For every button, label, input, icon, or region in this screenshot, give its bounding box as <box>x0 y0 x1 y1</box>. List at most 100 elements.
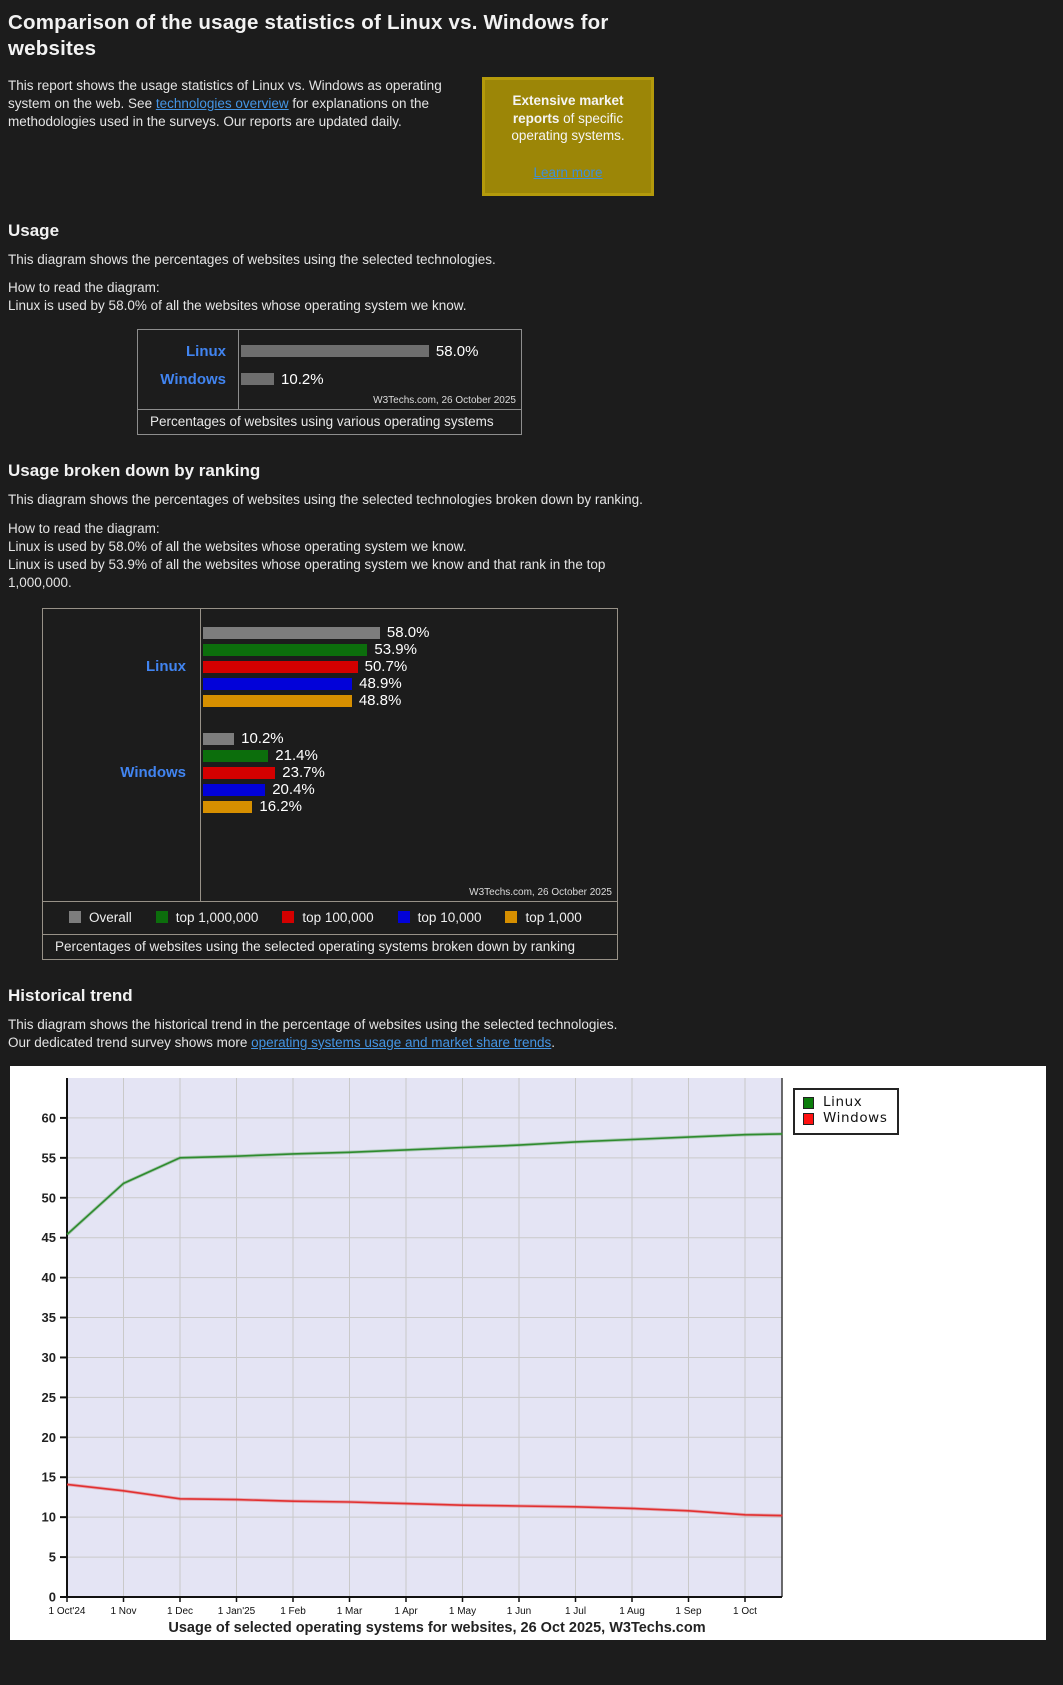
trend-survey-link[interactable]: operating systems usage and market share… <box>251 1034 552 1050</box>
svg-text:1 Oct'24: 1 Oct'24 <box>49 1606 86 1617</box>
bar <box>203 766 276 779</box>
legend-item: top 10,000 <box>397 909 482 925</box>
how-label: How to read the diagram: <box>8 280 160 296</box>
bar-value-label: 58.0% <box>435 342 479 360</box>
linux-swatch <box>803 1096 814 1109</box>
usage-chart-rows: Linux 58.0% Windows 10.2% <box>138 337 521 393</box>
bar-row: 48.8% <box>200 692 429 710</box>
bar-value-label: 16.2% <box>259 798 302 816</box>
legend-item: top 1,000 <box>505 910 582 925</box>
bar-value-label: 48.9% <box>359 675 402 693</box>
trend-heading: Historical trend <box>8 985 133 1005</box>
chart-source: W3Techs.com, 26 October 2025 <box>373 395 516 407</box>
legend-label: top 1,000,000 <box>175 909 259 925</box>
legend-item: Overall <box>69 910 132 925</box>
how-line: Linux is used by 53.9% of all the websit… <box>8 556 606 590</box>
legend-label: Overall <box>89 909 132 925</box>
bar <box>241 345 429 358</box>
intro-text-after: for explanations on the methodologies us… <box>8 96 430 130</box>
intro-section: This report shows the usage statistics o… <box>8 77 1055 197</box>
bar <box>203 732 235 745</box>
promo-bold-text: Extensive market reports <box>512 93 624 126</box>
chart-divider <box>238 330 239 410</box>
bar-row: 21.4% <box>200 747 325 765</box>
chart-caption: Percentages of websites using various op… <box>138 409 521 434</box>
bar <box>241 373 275 386</box>
how-line: Linux is used by 58.0% of all the websit… <box>8 538 467 554</box>
svg-text:1 Nov: 1 Nov <box>110 1606 136 1617</box>
bar-row: Linux 58.0% <box>138 337 521 365</box>
category-label-link[interactable]: Windows <box>120 764 186 782</box>
bar <box>203 643 368 656</box>
usage-heading: Usage <box>8 221 60 241</box>
svg-text:30: 30 <box>42 1350 56 1365</box>
market-reports-promo-box: Extensive market reports of specific ope… <box>482 77 654 197</box>
trend-legend-item-windows: Windows <box>803 1110 887 1127</box>
svg-text:1 Sep: 1 Sep <box>675 1606 702 1617</box>
usage-bar-chart: Linux 58.0% Windows 10.2% W3Techs.com, 26 O… <box>137 329 522 436</box>
ranking-heading: Usage broken down by ranking <box>8 461 261 481</box>
trend-description: This diagram shows the historical trend … <box>8 1016 663 1052</box>
learn-more-link[interactable]: Learn more <box>533 164 603 180</box>
technologies-overview-link[interactable]: technologies overview <box>155 96 289 112</box>
bar-row: 50.7% <box>200 658 429 676</box>
ranking-chart-groups: Linux 58.0% 53.9% 50.7% 48.9% 48.8% Windows 10.… <box>43 624 617 816</box>
usage-how-to-read: How to read the diagram: Linux is used by… <box>8 279 663 315</box>
trend-desc-line: This diagram shows the historical trend … <box>8 1016 618 1032</box>
svg-text:25: 25 <box>42 1390 56 1405</box>
promo-rest-text: of specific operating systems. <box>511 110 625 144</box>
bar <box>203 660 358 673</box>
legend-label: top 100,000 <box>302 909 374 925</box>
svg-text:1 Aug: 1 Aug <box>619 1606 645 1617</box>
bar-value-label: 50.7% <box>364 658 408 676</box>
ranking-how-to-read: How to read the diagram: Linux is used by… <box>8 520 663 592</box>
bar <box>203 783 266 796</box>
legend-swatch <box>505 911 518 924</box>
svg-text:50: 50 <box>42 1190 56 1205</box>
bar-group: Windows 10.2% 21.4% 23.7% 20.4% 16.2% <box>43 730 617 816</box>
usage-description: This diagram shows the percentages of we… <box>8 252 496 268</box>
category-label-link[interactable]: Linux <box>186 342 226 360</box>
chart-source: W3Techs.com, 26 October 2025 <box>469 886 612 898</box>
trend-line-linux <box>66 1133 783 1236</box>
svg-text:Usage of selected operating sy: Usage of selected operating systems for … <box>168 1620 705 1636</box>
svg-text:35: 35 <box>42 1310 56 1325</box>
bar-value-label: 48.8% <box>358 692 402 710</box>
how-line: Linux is used by 58.0% of all the websit… <box>8 298 467 314</box>
trend-survey-after: . <box>551 1034 556 1050</box>
bar-value-label: 21.4% <box>275 747 318 765</box>
svg-text:0: 0 <box>49 1590 56 1605</box>
ranking-description: This diagram shows the percentages of we… <box>8 492 643 508</box>
bar-row: 48.9% <box>200 675 429 693</box>
svg-text:1 Jul: 1 Jul <box>565 1606 586 1617</box>
bar <box>203 749 269 762</box>
category-label-link[interactable]: Windows <box>160 370 226 388</box>
category-label-link[interactable]: Linux <box>146 658 186 676</box>
bar-row: 20.4% <box>200 781 325 798</box>
bar-row: 23.7% <box>200 764 325 781</box>
bar-value-label: 10.2% <box>281 370 324 388</box>
ranking-legend: Overall top 1,000,000 top 100,000 top 10,00… <box>43 900 617 934</box>
bar <box>203 626 380 639</box>
svg-text:1 Feb: 1 Feb <box>280 1606 306 1617</box>
svg-text:1 Jun: 1 Jun <box>507 1606 531 1617</box>
svg-text:15: 15 <box>42 1470 56 1485</box>
how-label: How to read the diagram: <box>8 520 160 536</box>
svg-text:1 Jan'25: 1 Jan'25 <box>218 1606 256 1617</box>
trend-svg: 0 5 10 15 20 25 30 35 40 45 50 55 60 1 Oct'24 1 Nov 1 D… <box>42 1078 783 1636</box>
svg-text:5: 5 <box>49 1550 56 1565</box>
trend-line-windows <box>66 1483 783 1517</box>
intro-paragraph: This report shows the usage statistics o… <box>8 77 463 131</box>
legend-label: top 10,000 <box>417 909 482 925</box>
legend-swatch <box>155 911 168 924</box>
svg-text:20: 20 <box>42 1430 56 1445</box>
bar <box>203 694 352 707</box>
trend-legend-item-linux: Linux <box>803 1094 887 1111</box>
intro-text-before: This report shows the usage statistics o… <box>8 78 442 112</box>
legend-item: top 1,000,000 <box>155 909 259 925</box>
bar-row: 58.0% <box>200 624 429 641</box>
svg-text:1 Apr: 1 Apr <box>394 1606 418 1617</box>
bar-row: Windows 10.2% <box>138 365 521 393</box>
svg-text:1 Oct: 1 Oct <box>733 1606 757 1617</box>
svg-text:1 Dec: 1 Dec <box>167 1606 193 1617</box>
